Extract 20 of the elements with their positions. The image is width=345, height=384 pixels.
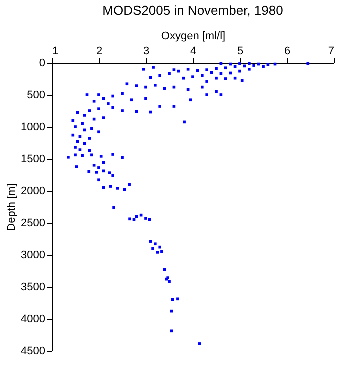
y-tick-label: 2000: [21, 186, 46, 198]
x-tick-label: 7: [328, 46, 334, 58]
y-tick-label: 0: [39, 58, 46, 70]
y-tick-label: 1000: [21, 122, 46, 134]
x-tick-label: 5: [237, 46, 244, 58]
x-tick-label: 6: [284, 46, 291, 58]
y-tick-label: 500: [27, 90, 46, 102]
x-tick-label: 1: [52, 46, 59, 58]
x-tick-label: 2: [96, 46, 103, 58]
y-tick-label: 4000: [21, 314, 46, 326]
chart-title: MODS2005 in November, 1980: [102, 3, 284, 18]
y-tick-label: 3500: [21, 282, 46, 294]
y-tick-label: 2500: [21, 218, 46, 230]
x-axis-title: Oxygen [ml/l]: [161, 30, 226, 42]
x-tick-label: 4: [190, 46, 197, 58]
y-tick-label: 4500: [21, 346, 46, 358]
y-tick-label: 3000: [21, 250, 46, 262]
y-tick-label: 1500: [21, 154, 46, 166]
y-axis-title: Depth [m]: [6, 184, 18, 232]
x-tick-label: 3: [143, 46, 150, 58]
